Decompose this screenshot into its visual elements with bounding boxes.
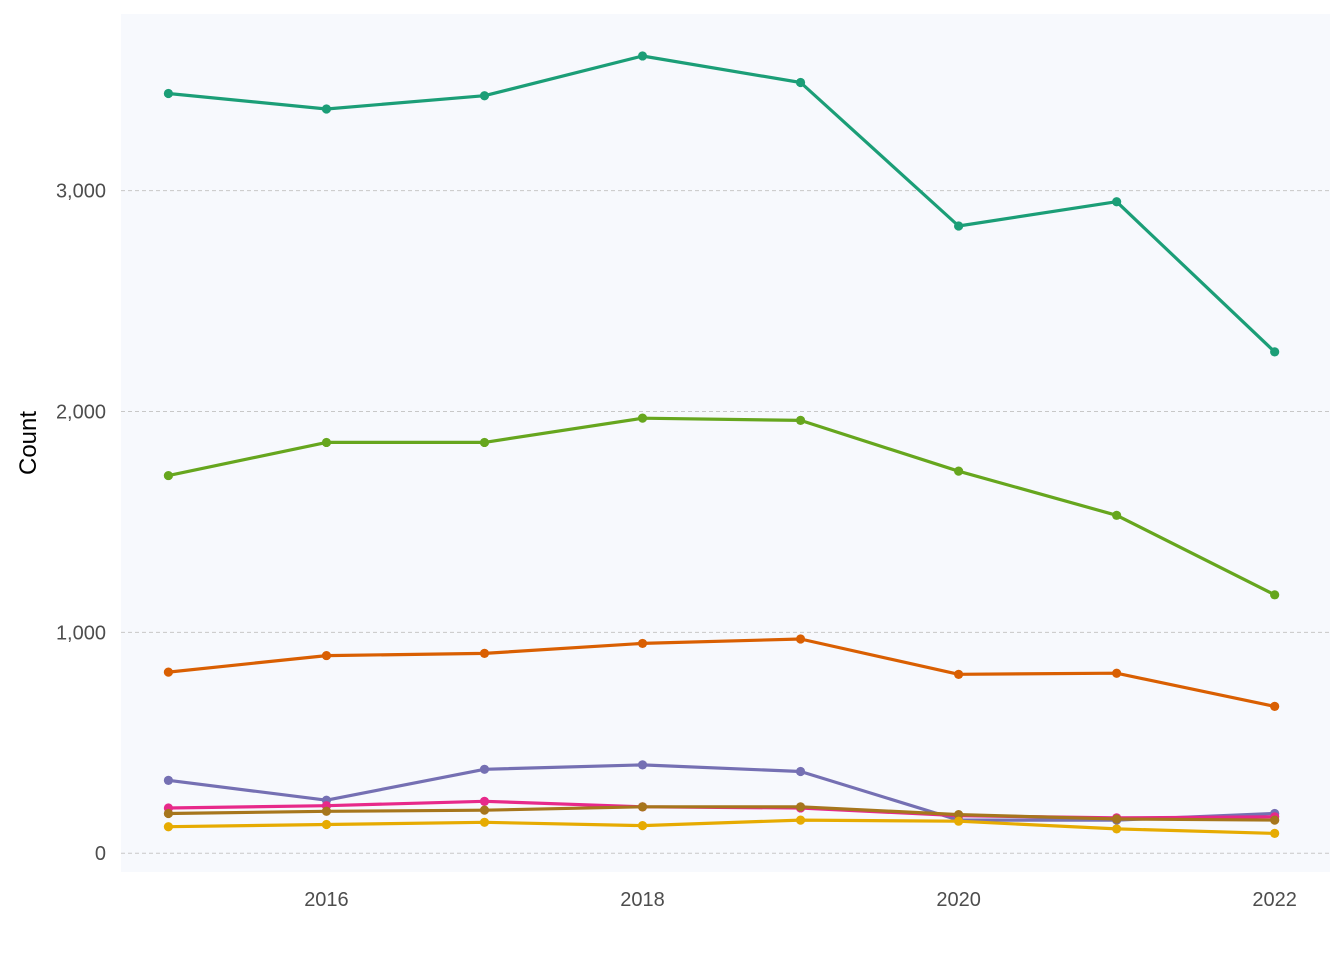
- series-line: [166, 805, 1277, 822]
- data-point: [795, 815, 806, 825]
- data-point: [163, 88, 174, 99]
- data-point: [163, 775, 174, 785]
- x-axis-ticks: 2016 2018 2020 2022: [304, 889, 1297, 911]
- data-point: [321, 650, 332, 661]
- data-point: [637, 760, 648, 770]
- data-point: [795, 634, 806, 644]
- data-point: [795, 766, 806, 777]
- plot-panel: [121, 14, 1330, 872]
- data-point: [479, 764, 490, 774]
- x-tick-label: 2018: [620, 889, 665, 911]
- data-point: [1270, 347, 1280, 357]
- data-point: [637, 413, 648, 423]
- y-axis-title: Count: [15, 411, 42, 475]
- y-tick-label: 0: [95, 843, 106, 865]
- series-line: [166, 416, 1277, 597]
- series-7: [163, 815, 1280, 838]
- x-tick-label: 2022: [1252, 889, 1297, 911]
- data-point: [1270, 815, 1280, 825]
- data-point: [321, 437, 332, 448]
- data-point: [479, 91, 490, 101]
- series-3: [163, 634, 1280, 711]
- y-tick-label: 1,000: [56, 622, 106, 644]
- y-tick-label: 2,000: [56, 402, 106, 424]
- data-point: [163, 667, 174, 677]
- data-point: [954, 669, 964, 679]
- data-point: [321, 819, 332, 830]
- series-line: [166, 818, 1277, 836]
- data-point: [1270, 828, 1280, 838]
- data-point: [479, 817, 490, 827]
- data-point: [795, 415, 806, 425]
- data-point: [954, 809, 964, 820]
- data-point: [637, 802, 648, 812]
- series-1: [163, 51, 1280, 357]
- gridlines: [121, 190, 1330, 854]
- data-point: [795, 802, 806, 812]
- data-point: [637, 821, 648, 831]
- data-point: [1112, 824, 1122, 834]
- data-point: [163, 808, 174, 819]
- data-point: [479, 805, 490, 815]
- data-point: [637, 51, 648, 61]
- data-point: [1112, 814, 1122, 824]
- series-line: [166, 763, 1277, 822]
- data-point: [1270, 701, 1280, 711]
- series-6: [163, 802, 1280, 825]
- data-point: [1270, 590, 1280, 600]
- data-point: [321, 806, 332, 816]
- series-2: [163, 413, 1280, 600]
- data-point: [479, 796, 490, 806]
- data-point: [321, 104, 332, 114]
- x-tick-label: 2016: [304, 889, 349, 911]
- data-point: [479, 437, 490, 448]
- data-point: [1112, 510, 1122, 520]
- data-point: [1112, 197, 1122, 207]
- data-point: [163, 822, 174, 832]
- data-point: [795, 77, 806, 88]
- series-line: [166, 54, 1277, 354]
- series-layer: [163, 51, 1280, 838]
- data-point: [1112, 668, 1122, 678]
- x-tick-label: 2020: [936, 889, 981, 911]
- data-point: [954, 221, 964, 231]
- data-point: [954, 816, 964, 826]
- data-point: [163, 470, 174, 481]
- y-axis-ticks: 0 1,000 2,000 3,000: [56, 181, 106, 866]
- data-point: [479, 648, 490, 658]
- y-tick-label: 3,000: [56, 181, 106, 203]
- series-line: [166, 637, 1277, 709]
- data-point: [637, 638, 648, 649]
- data-point: [954, 466, 964, 476]
